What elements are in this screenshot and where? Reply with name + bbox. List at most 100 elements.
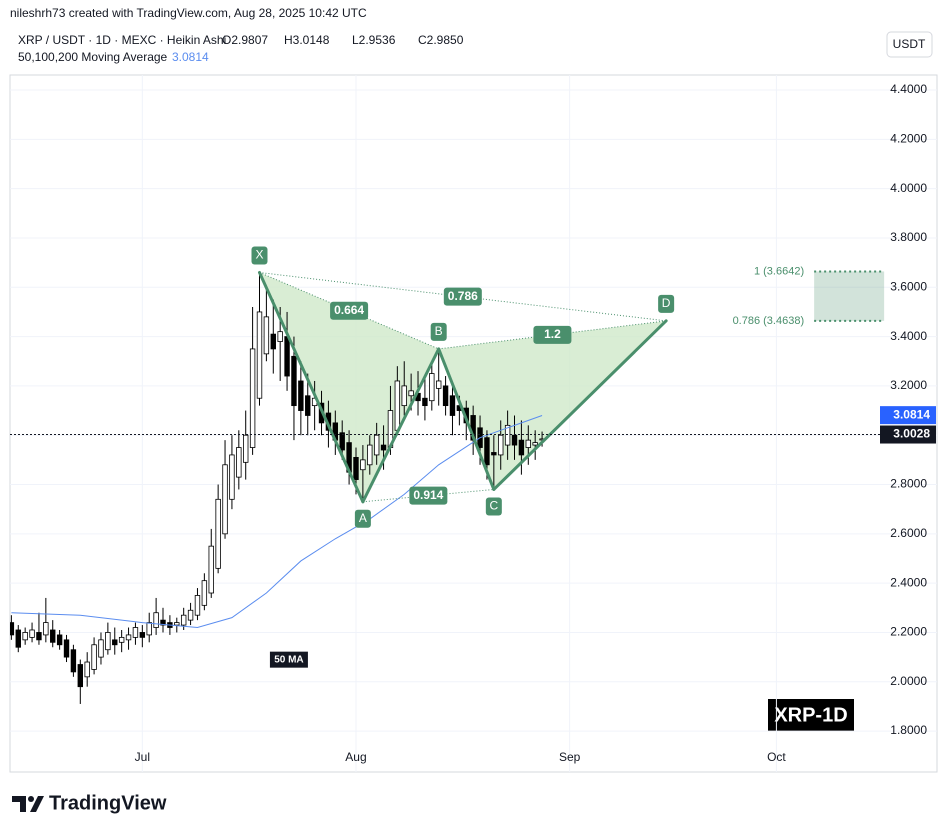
candle-body — [339, 432, 345, 451]
candle-body — [243, 434, 249, 463]
y-tick-label: 1.8000 — [890, 723, 927, 737]
candle-body — [29, 629, 35, 638]
ma-price-label: 3.0814 — [893, 407, 930, 421]
candle-body — [360, 459, 366, 471]
pattern-fill — [259, 272, 439, 502]
candle-body — [98, 639, 104, 658]
ohlc-value: H3.0148 — [284, 33, 330, 47]
candle-body — [284, 336, 290, 377]
point-box — [251, 246, 268, 265]
target-zone — [814, 271, 885, 321]
y-tick-label: 2.6000 — [890, 526, 927, 540]
candle-body — [63, 639, 70, 658]
pattern-leg — [257, 270, 365, 504]
candle-body — [180, 614, 187, 626]
candle-body — [56, 634, 63, 646]
candle-body — [77, 664, 84, 688]
y-tick-label: 3.2000 — [890, 378, 927, 392]
ohlc-value: O2.9807 — [222, 33, 268, 47]
candle-body — [291, 355, 297, 407]
y-tick-label: 2.8000 — [890, 477, 927, 491]
watermark-box — [768, 699, 854, 731]
x-tick-label: Aug — [345, 750, 366, 764]
currency-button[interactable] — [886, 31, 933, 58]
candle-body — [10, 622, 15, 636]
candle-body — [449, 395, 456, 416]
point-box — [485, 497, 502, 516]
candle-body — [408, 390, 414, 397]
candle-body — [270, 333, 276, 350]
point-box — [658, 294, 675, 313]
ratio-label: 0.664 — [334, 303, 364, 317]
pattern-leg — [492, 319, 668, 491]
x-tick-label: Sep — [559, 750, 581, 764]
candle-body — [139, 632, 146, 638]
symbol-title: XRP / USDT · 1D · MEXC · Heikin Ashi — [18, 33, 226, 47]
candle-body — [511, 434, 518, 446]
y-tick-label: 4.2000 — [890, 132, 927, 146]
candle-body — [84, 661, 90, 678]
candle-body — [380, 444, 387, 451]
ratio-box — [533, 325, 572, 344]
candle-body — [208, 545, 214, 594]
target-label: 1 (3.6642) — [754, 265, 804, 277]
x-tick-label: Jul — [135, 750, 150, 764]
candle-body — [160, 619, 166, 626]
point-label: X — [255, 248, 263, 262]
candle-body — [429, 373, 435, 402]
candle-body — [118, 636, 125, 643]
brand-logo — [12, 796, 44, 812]
currency-label: USDT — [893, 37, 926, 51]
y-tick-label: 4.4000 — [890, 82, 927, 96]
candle-body — [373, 434, 380, 456]
candle-body — [353, 457, 359, 480]
pattern-fill — [438, 320, 667, 490]
pattern-leg — [437, 347, 496, 491]
candle-body — [491, 452, 497, 456]
brand-name: TradingView — [49, 792, 167, 814]
ratio-label: 0.914 — [413, 488, 443, 502]
candle-body — [112, 639, 118, 646]
point-label: A — [359, 511, 367, 525]
point-label: C — [489, 499, 498, 513]
y-tick-label: 3.4000 — [890, 329, 927, 343]
target-label: 0.786 (3.4638) — [733, 315, 805, 327]
candle-body — [125, 634, 132, 641]
candle-body — [263, 316, 270, 355]
plot-area — [10, 75, 937, 772]
plot-frame — [9, 74, 938, 773]
point-box — [430, 322, 447, 341]
candle-body — [132, 627, 139, 638]
last-price-box — [880, 425, 936, 444]
ohlc-value: L2.9536 — [352, 33, 396, 47]
x-tick-label: Oct — [767, 750, 786, 764]
candle-body — [91, 644, 97, 670]
ratio-box — [409, 486, 448, 505]
ratio-line — [362, 488, 494, 503]
ma-legend: 50,100,200 Moving Average — [18, 50, 168, 64]
candle-body — [15, 629, 21, 648]
ratio-label: 0.786 — [448, 289, 478, 303]
y-tick-label: 2.2000 — [890, 625, 927, 639]
candle-body — [277, 331, 283, 342]
ratio-box — [330, 301, 369, 320]
candle-body — [367, 444, 373, 466]
candle-body — [36, 632, 42, 641]
candle-body — [422, 397, 428, 407]
author-line: nileshrh73 created with TradingView.com,… — [10, 6, 367, 20]
candle-body — [229, 454, 235, 500]
candle-body — [105, 632, 111, 651]
candle-body — [70, 649, 77, 673]
candle-body — [201, 580, 208, 606]
candle-body — [442, 385, 449, 407]
candle-body — [394, 380, 401, 431]
candle-body — [504, 424, 511, 446]
candle-body — [50, 629, 56, 643]
y-tick-label: 2.4000 — [890, 575, 927, 589]
candle-body — [256, 311, 263, 399]
ratio-box — [443, 287, 482, 306]
ohlc-value: C2.9850 — [418, 33, 464, 47]
ma-legend-value: 3.0814 — [172, 50, 209, 64]
candle-body — [435, 380, 442, 389]
